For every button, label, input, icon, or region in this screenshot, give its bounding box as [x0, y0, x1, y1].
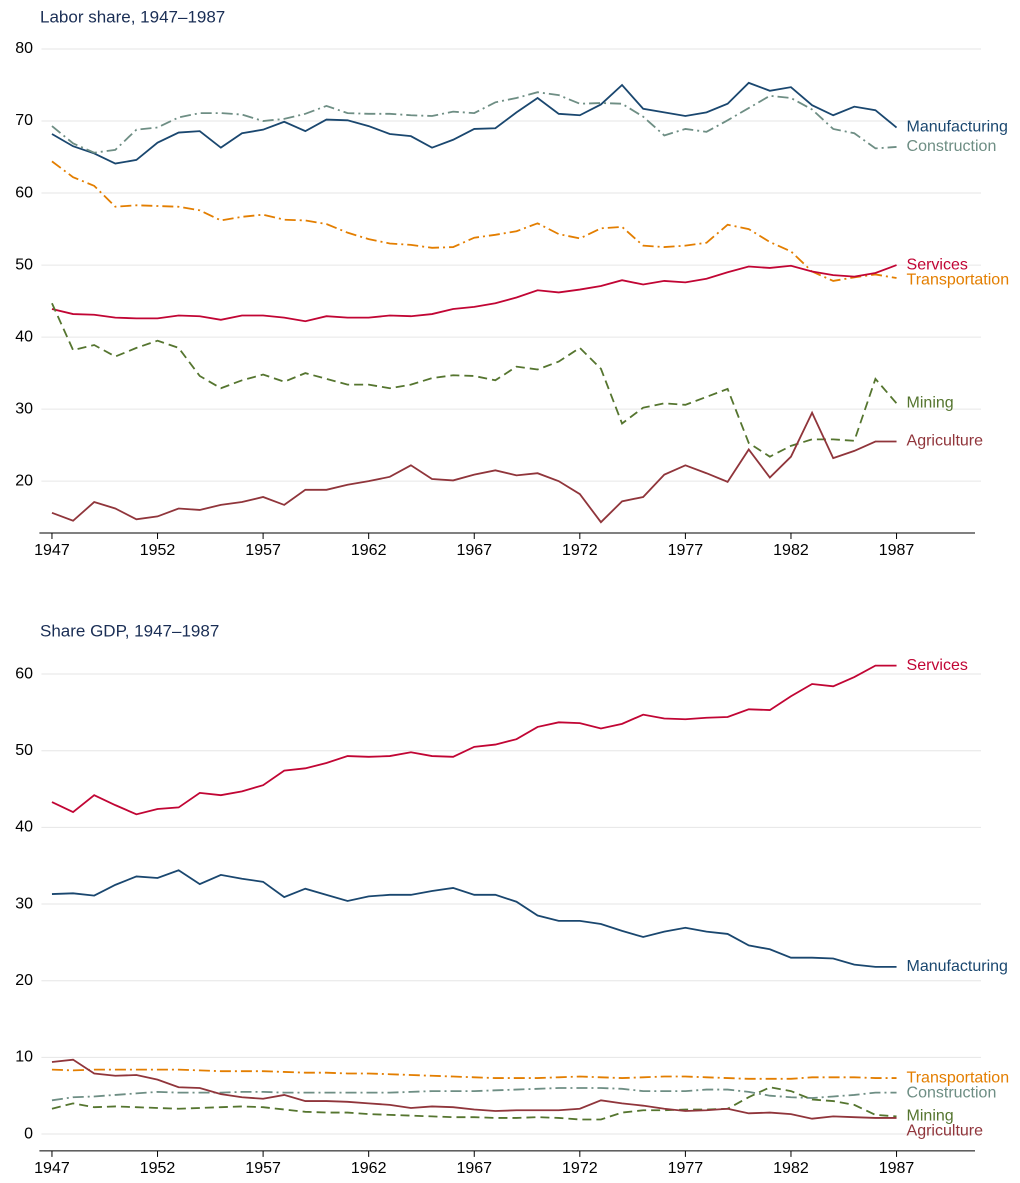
series-label: Services — [907, 256, 968, 273]
x-tick-label: 1987 — [879, 1160, 915, 1177]
x-tick-label: 1952 — [140, 542, 176, 559]
y-tick-label: 40 — [15, 819, 33, 836]
y-tick-label: 60 — [15, 184, 33, 201]
y-tick-label: 20 — [15, 472, 33, 489]
x-tick-label: 1947 — [34, 1160, 70, 1177]
x-tick-label: 1967 — [456, 1160, 492, 1177]
series-line — [51, 410, 897, 524]
x-tick-label: 1962 — [351, 542, 387, 559]
y-tick-label: 70 — [15, 112, 33, 129]
series-line — [51, 302, 898, 458]
chart-title: Labor share, 1947–1987 — [40, 7, 225, 26]
y-tick-label: 20 — [15, 972, 33, 989]
series-line — [51, 1068, 897, 1080]
x-tick-label: 1967 — [456, 542, 492, 559]
series-label: Transportation — [907, 1069, 1010, 1086]
x-tick-label: 1962 — [351, 1160, 387, 1177]
series-line — [51, 81, 898, 165]
series-label: Construction — [907, 1084, 997, 1101]
y-tick-label: 50 — [15, 742, 33, 759]
series-label: Manufacturing — [907, 958, 1008, 975]
x-tick-label: 1952 — [140, 1160, 176, 1177]
y-tick-label: 30 — [15, 400, 33, 417]
chart-title: Share GDP, 1947–1987 — [40, 621, 219, 640]
series-line — [51, 1058, 897, 1120]
series-label: Transportation — [907, 271, 1010, 288]
y-tick-label: 80 — [15, 40, 33, 57]
series-line — [51, 160, 897, 282]
x-tick-label: 1957 — [245, 542, 281, 559]
x-tick-label: 1972 — [562, 542, 598, 559]
series-label: Mining — [907, 395, 954, 412]
x-tick-label: 1957 — [245, 1160, 281, 1177]
series-line — [51, 869, 897, 968]
series-line — [51, 91, 897, 154]
y-tick-label: 60 — [15, 665, 33, 682]
series-label: Construction — [907, 138, 997, 155]
y-tick-label: 0 — [24, 1125, 33, 1142]
series-label: Agriculture — [907, 433, 984, 450]
series-line — [51, 1087, 897, 1102]
x-tick-label: 1977 — [668, 1160, 704, 1177]
series-label: Manufacturing — [907, 119, 1008, 136]
series-line — [51, 1086, 897, 1121]
series-label: Agriculture — [907, 1123, 984, 1140]
x-tick-label: 1982 — [773, 1160, 809, 1177]
x-tick-label: 1947 — [34, 542, 70, 559]
series-label: Services — [907, 657, 968, 674]
x-tick-label: 1972 — [562, 1160, 598, 1177]
series-label: Mining — [907, 1108, 954, 1125]
y-tick-label: 10 — [15, 1049, 33, 1066]
y-tick-label: 40 — [15, 328, 33, 345]
y-tick-label: 50 — [15, 256, 33, 273]
x-tick-label: 1987 — [879, 542, 915, 559]
series-line — [51, 664, 897, 816]
y-tick-label: 30 — [15, 895, 33, 912]
x-tick-label: 1982 — [773, 542, 809, 559]
x-tick-label: 1977 — [668, 542, 704, 559]
series-line — [51, 264, 897, 323]
